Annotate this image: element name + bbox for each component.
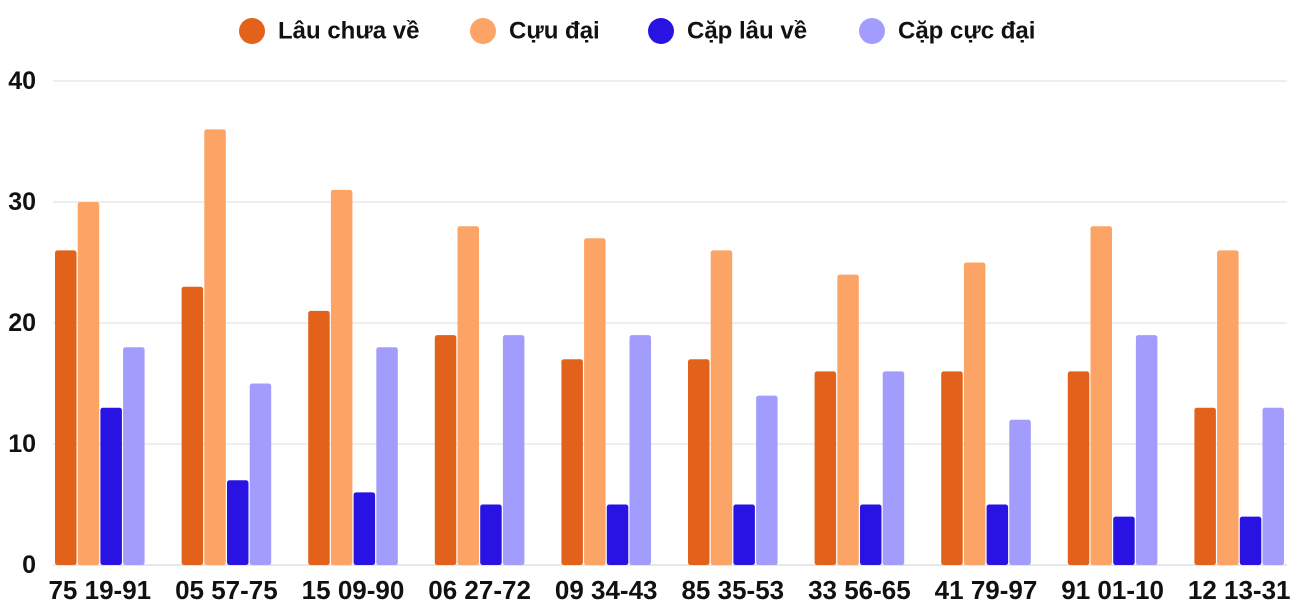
- bar-1-7: [814, 371, 837, 565]
- bar-2-5: [584, 238, 606, 566]
- bar-1-5: [561, 359, 583, 565]
- bar-1-2: [181, 286, 204, 565]
- x-tick-label-10: 12 13-31: [1188, 575, 1291, 600]
- bar-3-7: [860, 504, 882, 565]
- y-tick-label-30: 30: [8, 188, 36, 216]
- bar-2-8: [963, 262, 986, 565]
- x-tick-label-5: 09 34-43: [555, 575, 658, 600]
- bar-1-8: [941, 371, 963, 565]
- bar-1-3: [308, 310, 330, 565]
- bar-2-6: [710, 250, 733, 565]
- bar-3-8: [986, 504, 1009, 565]
- x-tick-label-2: 05 57-75: [175, 575, 278, 600]
- legend-label-1: Lâu chưa về: [278, 18, 419, 45]
- bar-3-1: [100, 407, 122, 565]
- bar-2-4: [457, 226, 479, 565]
- x-tick-label-1: 75 19-91: [48, 575, 151, 600]
- bar-3-4: [480, 504, 502, 565]
- bar-4-3: [376, 347, 398, 565]
- bar-2-2: [204, 129, 226, 565]
- legend-label-4: Cặp cực đại: [898, 18, 1035, 45]
- legend-marker-1: [239, 18, 265, 44]
- legend-marker-3: [648, 18, 674, 44]
- bar-1-6: [688, 359, 710, 565]
- bar-3-6: [733, 504, 755, 565]
- bar-4-9: [1135, 335, 1158, 565]
- bar-1-1: [55, 250, 77, 565]
- legend-marker-2: [470, 18, 496, 44]
- y-tick-label-10: 10: [8, 430, 36, 458]
- bar-3-5: [606, 504, 629, 565]
- bar-2-3: [330, 189, 353, 565]
- bar-2-1: [77, 202, 100, 565]
- bar-1-4: [434, 335, 457, 565]
- x-tick-label-3: 15 09-90: [302, 575, 405, 600]
- legend-label-2: Cựu đại: [509, 18, 600, 45]
- legend-marker-4: [859, 18, 885, 44]
- bar-4-1: [123, 347, 145, 565]
- bar-4-7: [882, 371, 905, 565]
- x-tick-label-7: 33 56-65: [808, 575, 911, 600]
- bar-3-2: [227, 480, 249, 565]
- y-tick-label-20: 20: [8, 309, 36, 337]
- bar-4-5: [629, 335, 651, 565]
- bar-4-10: [1262, 407, 1284, 565]
- bar-1-10: [1194, 407, 1216, 565]
- bar-4-8: [1009, 419, 1031, 565]
- x-tick-label-6: 85 35-53: [681, 575, 784, 600]
- y-tick-label-0: 0: [22, 551, 36, 579]
- y-axis-ticks: 0 10 20 30 40: [8, 67, 36, 579]
- bar-1-9: [1067, 371, 1090, 565]
- x-tick-label-4: 06 27-72: [428, 575, 531, 600]
- legend: Lâu chưa về Cựu đại Cặp lâu về Cặp cực đại: [239, 18, 1035, 45]
- bar-2-10: [1217, 250, 1239, 565]
- bar-4-6: [756, 395, 778, 565]
- bar-2-7: [837, 274, 859, 565]
- bar-4-4: [502, 335, 525, 565]
- x-axis-labels: 75 19-91 05 57-75 15 09-90 06 27-72 09 34-43…: [48, 575, 1290, 600]
- x-tick-label-8: 41 79-97: [935, 575, 1038, 600]
- x-tick-label-9: 91 01-10: [1061, 575, 1164, 600]
- bar-3-10: [1239, 516, 1262, 565]
- bar-2-9: [1090, 226, 1112, 565]
- bar-3-3: [353, 492, 376, 565]
- y-tick-label-40: 40: [8, 67, 36, 95]
- bars: [55, 129, 1284, 566]
- bar-3-9: [1113, 516, 1135, 565]
- bar-4-2: [249, 383, 272, 565]
- legend-label-3: Cặp lâu về: [687, 18, 807, 45]
